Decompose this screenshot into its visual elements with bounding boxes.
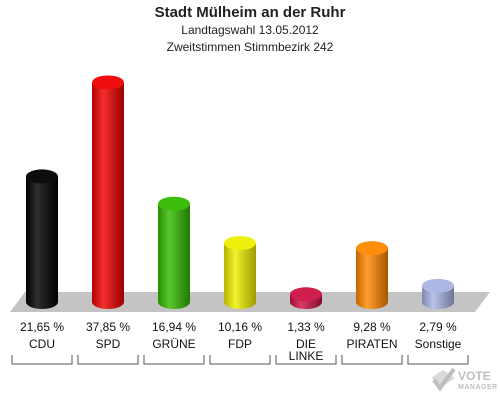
category-bracket	[407, 355, 469, 365]
chart-titles: Stadt Mülheim an der Ruhr Landtagswahl 1…	[0, 0, 500, 55]
category-bracket	[209, 355, 271, 365]
chart-title: Stadt Mülheim an der Ruhr	[154, 4, 346, 21]
category-label: GRÜNE	[152, 337, 195, 351]
category-bracket	[11, 355, 73, 365]
bar-piraten	[356, 241, 388, 309]
value-label: 2,79 %	[419, 320, 457, 334]
category-bracket	[275, 355, 337, 365]
vote-manager-logo: VOTE MANAGER	[428, 366, 500, 400]
value-label: 21,65 %	[20, 320, 64, 334]
bar-die-linke	[290, 287, 322, 309]
category-label: LINKE	[289, 349, 324, 363]
category-label: PIRATEN	[346, 337, 397, 351]
value-label: 16,94 %	[152, 320, 196, 334]
category-label: FDP	[228, 337, 252, 351]
category-label: CDU	[29, 337, 55, 351]
category-label: Sonstige	[415, 337, 462, 351]
category-bracket	[341, 355, 403, 365]
category-bracket	[143, 355, 205, 365]
bar-spd	[92, 75, 124, 309]
chart-subtitle-line-2: Zweitstimmen Stimmbezirk 242	[166, 40, 334, 54]
value-label: 10,16 %	[218, 320, 262, 334]
logo-text-manager: MANAGER	[458, 384, 498, 391]
chart-subtitle-line-1: Landtagswahl 13.05.2012	[181, 23, 319, 37]
value-label: 1,33 %	[287, 320, 325, 334]
bar-sonstige	[422, 278, 454, 309]
ballot-check-icon	[431, 367, 456, 392]
logo-text-vote: VOTE	[458, 369, 491, 383]
category-label: SPD	[96, 337, 121, 351]
category-bracket	[77, 355, 139, 365]
category-label: DIE	[296, 337, 316, 351]
value-label: 9,28 %	[353, 320, 391, 334]
bar-grüne	[158, 196, 190, 309]
bar-fdp	[224, 236, 256, 309]
value-label: 37,85 %	[86, 320, 130, 334]
bar-cdu	[26, 169, 58, 309]
